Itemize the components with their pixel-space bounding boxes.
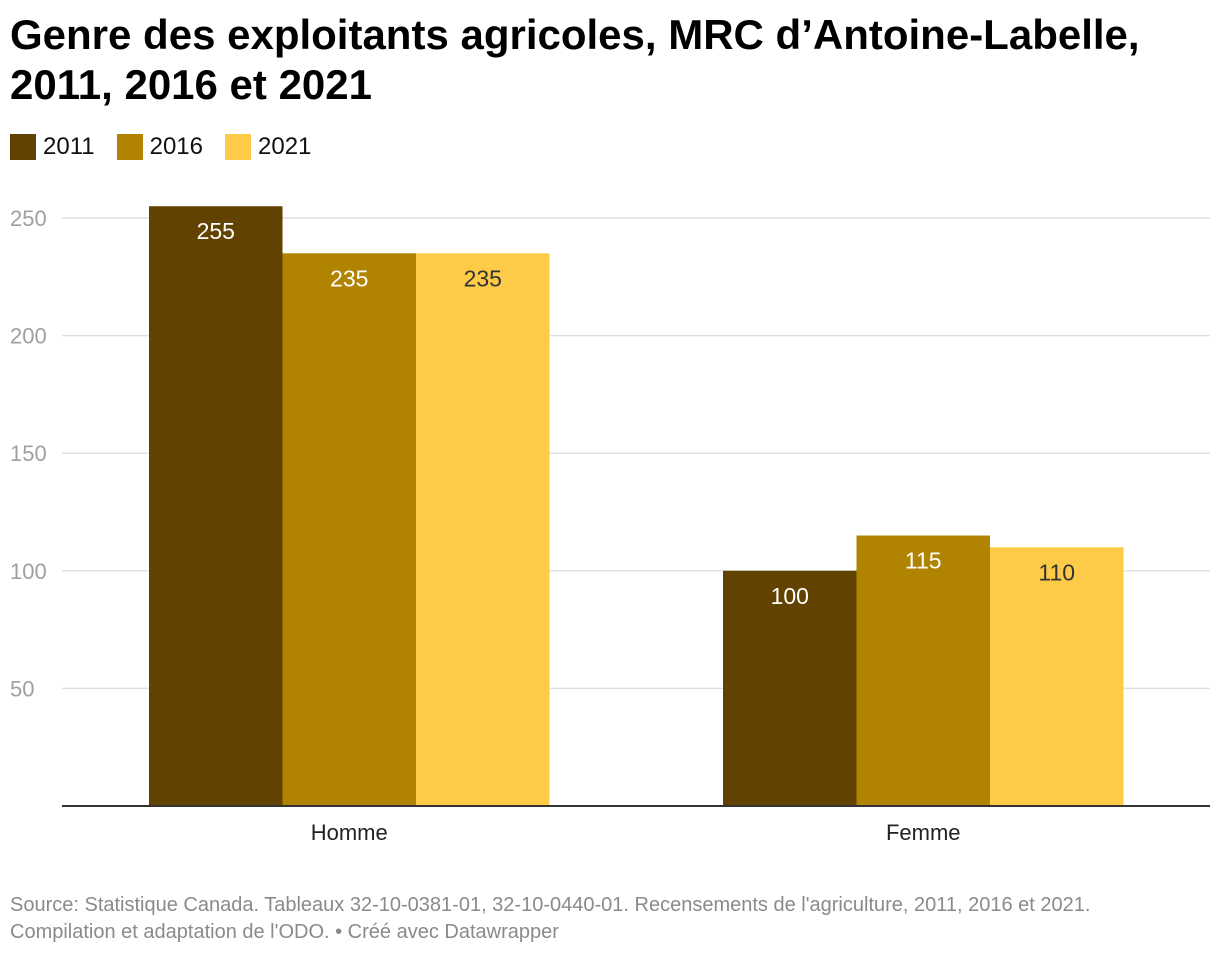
x-tick-label: Femme [886, 820, 961, 845]
data-label: 235 [464, 265, 502, 291]
bar [723, 570, 857, 806]
source-line: Compilation et adaptation de l'ODO. • Cr… [10, 921, 559, 943]
legend-item-2016: 2016 [116, 133, 203, 161]
legend-item-2011: 2011 [10, 133, 95, 161]
bar [990, 547, 1124, 806]
data-label: 100 [771, 583, 809, 609]
data-label: 110 [1038, 559, 1075, 585]
legend-label: 2016 [149, 133, 203, 160]
bar [282, 253, 416, 806]
bar [149, 206, 283, 807]
legend-swatch [116, 134, 143, 160]
source-line: Source: Statistique Canada. Tableaux 32-… [10, 894, 1091, 916]
y-tick-label: 50 [10, 676, 34, 701]
y-tick-label: 200 [10, 324, 47, 349]
source-note: Source: Statistique Canada. Tableaux 32-… [10, 892, 1210, 946]
legend-item-2021: 2021 [225, 133, 311, 161]
y-tick-label: 250 [10, 206, 47, 231]
legend-label: 2011 [43, 133, 95, 160]
chart-title: Genre des exploitants agricoles, MRC d’A… [10, 11, 1140, 108]
bar [416, 253, 550, 806]
legend: 2011 2016 2021 [10, 132, 333, 162]
bar [856, 535, 990, 806]
bar-chart: 50 100 150 200 250 255 235 235 Homme 100 115 110 Fem… [10, 206, 1210, 845]
x-tick-label: Homme [311, 820, 388, 845]
data-label: 115 [905, 548, 942, 574]
y-tick-label: 150 [10, 441, 47, 466]
data-label: 235 [330, 265, 368, 291]
legend-swatch [10, 134, 36, 160]
legend-label: 2021 [258, 133, 312, 160]
y-tick-label: 100 [10, 559, 47, 584]
legend-swatch [225, 134, 251, 160]
data-label: 255 [197, 218, 235, 244]
